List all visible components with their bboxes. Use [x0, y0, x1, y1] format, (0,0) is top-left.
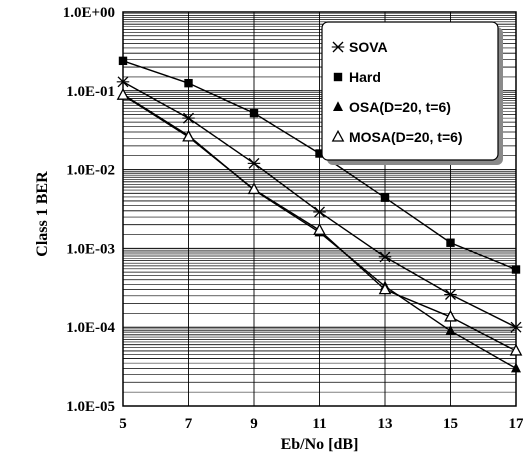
data-point-marker	[446, 238, 455, 247]
data-point-marker	[116, 76, 130, 88]
data-point-marker	[378, 282, 392, 295]
data-point-marker	[182, 112, 195, 124]
y-tick-label: 1.0E-05	[66, 399, 115, 415]
data-point-marker	[331, 41, 345, 53]
data-point-marker	[509, 321, 523, 333]
x-tick-label: 17	[509, 416, 523, 432]
data-point-marker	[249, 108, 259, 118]
x-tick-label: 11	[312, 416, 326, 432]
y-axis-title: Class 1 BER	[34, 171, 51, 257]
data-point-marker	[333, 101, 343, 111]
data-point-marker	[182, 129, 195, 142]
y-tick-label: 1.0E-04	[66, 320, 115, 336]
y-tick-label: 1.0E-02	[66, 163, 115, 179]
x-tick-label: 5	[119, 416, 127, 432]
data-point-marker	[380, 193, 390, 202]
data-point-marker	[315, 149, 324, 158]
x-tick-label: 7	[185, 416, 193, 432]
x-tick-label: 15	[443, 416, 458, 432]
grid-lines	[122, 12, 517, 407]
data-point-marker	[511, 265, 521, 274]
data-point-marker	[444, 289, 457, 300]
data-point-marker	[116, 88, 130, 100]
y-tick-label: 1.0E-01	[66, 84, 115, 100]
y-tick-label: 1.0E-03	[66, 241, 115, 257]
data-point-marker	[247, 157, 261, 169]
data-point-marker	[118, 56, 128, 66]
legend-box	[321, 21, 499, 161]
legend-label: Hard	[349, 69, 381, 85]
legend-label: SOVA	[349, 39, 388, 55]
legend: SOVA Hard OSA(D=20, t=6) MOSA(D=20, t=6)	[321, 21, 503, 165]
legend-item: SOVA	[331, 39, 388, 55]
y-tick-labels: 1.0E+00 1.0E-01 1.0E-02 1.0E-03 1.0E-04 1.0E-…	[63, 5, 116, 415]
data-point-marker	[378, 251, 392, 263]
x-tick-label: 9	[250, 416, 258, 432]
data-point-marker	[444, 309, 457, 322]
legend-item: Hard	[333, 69, 381, 85]
series-3	[116, 88, 523, 356]
series-1	[118, 56, 521, 274]
legend-items: SOVA Hard OSA(D=20, t=6) MOSA(D=20, t=6)	[331, 39, 463, 145]
legend-label: MOSA(D=20, t=6)	[349, 129, 463, 145]
x-axis-title: Eb/No [dB]	[281, 436, 359, 453]
legend-item: OSA(D=20, t=6)	[333, 99, 451, 115]
legend-label: OSA(D=20, t=6)	[349, 99, 451, 115]
x-tick-labels: 5 7 9 11 13 15 17	[119, 416, 523, 432]
data-point-marker	[247, 182, 261, 195]
series-0	[116, 76, 523, 333]
data-point-marker	[509, 343, 523, 356]
data-point-marker	[184, 78, 193, 88]
data-point-marker	[333, 72, 343, 82]
legend-item: MOSA(D=20, t=6)	[331, 129, 463, 145]
plot-frame	[122, 11, 517, 407]
x-tick-label: 13	[378, 416, 393, 432]
data-series	[116, 56, 523, 373]
data-point-marker	[511, 362, 521, 373]
data-point-marker	[313, 223, 326, 235]
data-point-marker	[445, 325, 456, 335]
data-point-marker	[331, 129, 345, 142]
y-tick-label: 1.0E+00	[63, 5, 115, 21]
data-point-marker	[313, 206, 326, 218]
